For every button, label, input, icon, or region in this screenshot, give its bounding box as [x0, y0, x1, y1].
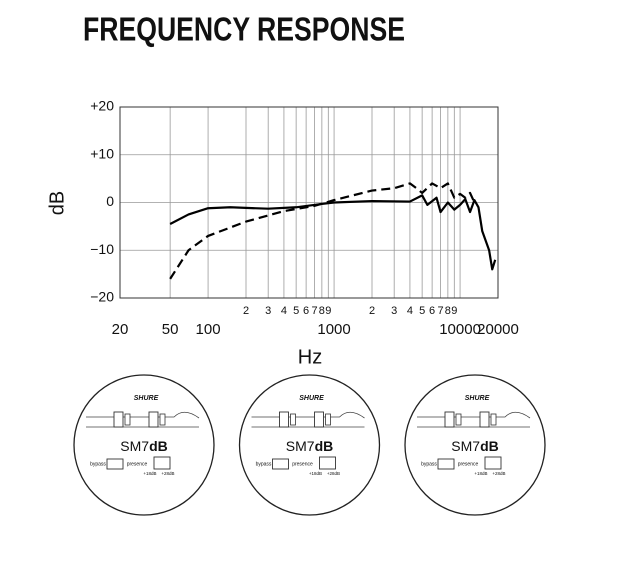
toggle-switch: [106, 458, 124, 470]
gain-label: +28dB: [161, 471, 174, 476]
switch-icon: [113, 411, 124, 428]
toggle-switch: [484, 456, 502, 470]
response-line: [169, 182, 476, 280]
badge-model-name: SM7: [451, 438, 480, 454]
x-tick-label: 1000: [317, 321, 350, 338]
badge-model-suffix: dB: [315, 438, 334, 454]
x-minor-tick-label: 2: [243, 305, 249, 317]
gain-label: +18dB: [143, 471, 156, 476]
y-axis-label: dB: [46, 191, 68, 215]
x-minor-tick-label: 3: [391, 305, 397, 317]
toggle-switch: [153, 456, 171, 470]
switch-icon: [490, 413, 497, 426]
y-tick-label: −20: [90, 289, 114, 305]
x-minor-tick-label: 8: [319, 305, 325, 317]
x-minor-tick-label: 5: [293, 305, 299, 317]
badge-line: [417, 411, 531, 419]
y-tick-label: +20: [90, 98, 114, 114]
badge: SHURE SM7dB bypass presence +18dB +28dB: [238, 374, 381, 516]
x-tick-label: 50: [162, 321, 179, 338]
badge-model-name: SM7: [120, 438, 149, 454]
badge-model-suffix: dB: [149, 438, 168, 454]
switch-icon: [279, 411, 289, 428]
badge-circle: [404, 374, 546, 516]
badge-model: SM7dB: [286, 438, 333, 454]
x-minor-tick-label: 6: [429, 305, 435, 317]
toggle-switch: [437, 458, 455, 470]
badge-line: [86, 411, 200, 419]
x-tick-label: 10000: [439, 321, 481, 338]
x-axis-label: Hz: [298, 346, 322, 368]
badge-model: SM7dB: [451, 438, 498, 454]
gain-label: +18dB: [474, 471, 487, 476]
badge-model: SM7dB: [120, 438, 167, 454]
x-minor-tick-label: 3: [265, 305, 271, 317]
x-tick-label: 20: [112, 321, 129, 338]
x-minor-tick-label: 9: [325, 305, 331, 317]
x-minor-tick-label: 5: [419, 305, 425, 317]
x-minor-tick-label: 7: [311, 305, 317, 317]
switch-icon: [479, 411, 490, 428]
switch-icon: [290, 413, 296, 426]
badge: SHURE SM7dB bypass presence +18dB +28dB: [73, 374, 215, 516]
badge-line: [251, 411, 365, 419]
switch-icon: [325, 413, 331, 426]
gain-label: +18dB: [309, 471, 322, 476]
toggle-switch: [319, 456, 336, 470]
switch-icon: [124, 413, 131, 426]
x-minor-tick-label: 4: [407, 305, 413, 317]
response-line: [169, 194, 497, 271]
plot-frame: [119, 106, 499, 299]
badge-brand: SHURE: [465, 395, 490, 402]
badge-model-suffix: dB: [480, 438, 499, 454]
y-tick-label: −10: [90, 241, 114, 257]
switch-label: bypass: [256, 461, 272, 467]
switch-label: bypass: [421, 461, 437, 467]
switch-icon: [314, 411, 324, 428]
badge-circle: [238, 374, 381, 516]
badge-model-name: SM7: [286, 438, 315, 454]
gain-label: +28dB: [327, 471, 340, 476]
gain-label: +28dB: [492, 471, 505, 476]
chart-title: FREQUENCY RESPONSE: [83, 11, 405, 48]
x-tick-label: 100: [196, 321, 221, 338]
switch-icon: [444, 411, 455, 428]
switch-icon: [148, 411, 159, 428]
y-tick-label: 0: [106, 193, 114, 209]
x-minor-tick-label: 4: [281, 305, 287, 317]
switch-icon: [455, 413, 462, 426]
x-minor-tick-label: 7: [437, 305, 443, 317]
y-tick-label: +10: [90, 145, 114, 161]
x-tick-label: 20000: [477, 321, 519, 338]
x-minor-tick-label: 6: [303, 305, 309, 317]
badge-brand: SHURE: [299, 395, 324, 402]
x-minor-tick-label: 8: [445, 305, 451, 317]
toggle-switch: [272, 458, 289, 470]
x-minor-tick-label: 9: [451, 305, 457, 317]
badge: SHURE SM7dB bypass presence +18dB +28dB: [404, 374, 546, 516]
badge-circle: [73, 374, 215, 516]
x-minor-tick-label: 2: [369, 305, 375, 317]
switch-icon: [159, 413, 166, 426]
switch-label: presence: [292, 461, 313, 467]
switch-label: presence: [458, 461, 479, 467]
switch-label: bypass: [90, 461, 106, 467]
switch-label: presence: [127, 461, 148, 467]
badge-brand: SHURE: [134, 395, 159, 402]
